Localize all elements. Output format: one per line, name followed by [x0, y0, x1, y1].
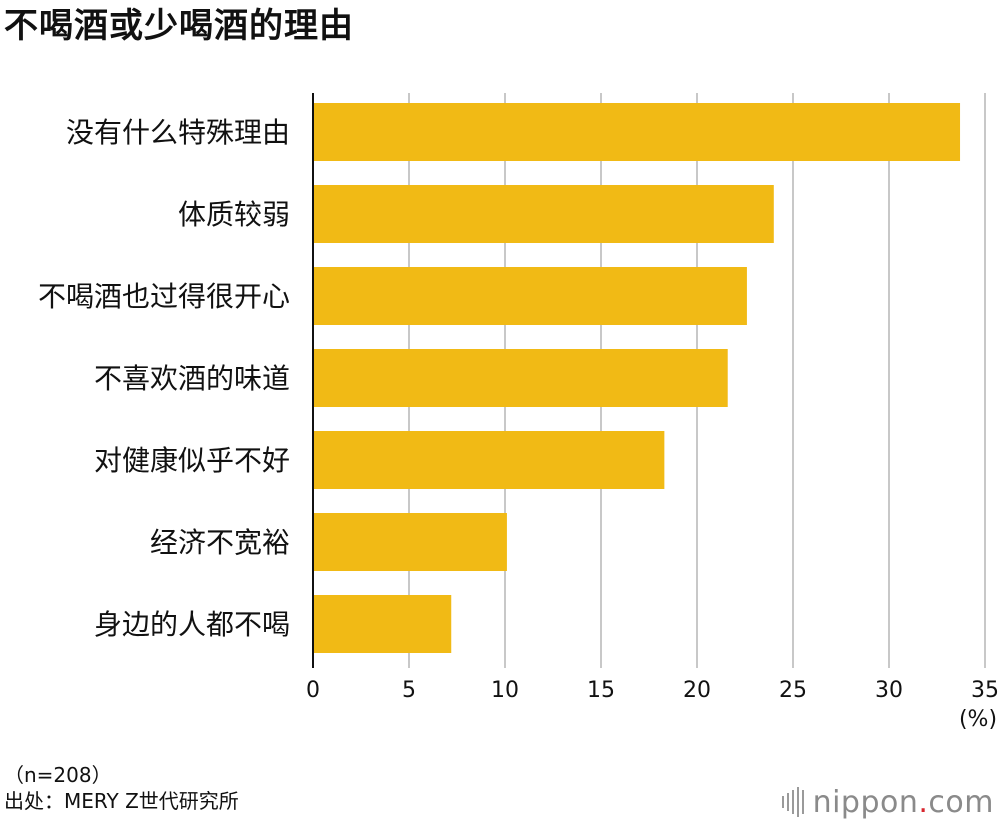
bars [313, 103, 961, 653]
x-tick-label: 10 [491, 678, 519, 703]
bar [313, 267, 747, 325]
category-label: 身边的人都不喝 [94, 608, 290, 641]
logo-dot: . [918, 784, 929, 820]
category-labels: 没有什么特殊理由体质较弱不喝酒也过得很开心不喜欢酒的味道对健康似乎不好经济不宽裕… [38, 116, 290, 641]
bar [313, 431, 665, 489]
x-tick-label: 20 [683, 678, 711, 703]
nippon-logo: nippon.com [781, 782, 994, 822]
x-tick-label: 30 [875, 678, 903, 703]
sample-size-note: （n=208） [4, 763, 112, 787]
bar [313, 513, 507, 571]
x-tick-label: 15 [587, 678, 615, 703]
x-unit-label: (%) [959, 707, 997, 732]
source-note: 出处：MERY Z世代研究所 [4, 789, 239, 813]
bar [313, 185, 774, 243]
category-label: 不喝酒也过得很开心 [38, 280, 290, 313]
bar [313, 103, 961, 161]
category-label: 体质较弱 [178, 198, 290, 231]
x-tick-label: 5 [402, 678, 416, 703]
category-label: 没有什么特殊理由 [66, 116, 290, 149]
bar [313, 349, 728, 407]
logo-suffix: com [928, 784, 994, 820]
logo-bars-icon [781, 787, 807, 817]
x-tick-labels: 0 5 10 15 20 25 30 35 [306, 678, 999, 703]
category-label: 不喜欢酒的味道 [94, 362, 290, 395]
category-label: 对健康似乎不好 [94, 444, 290, 477]
bar-chart: 没有什么特殊理由体质较弱不喝酒也过得很开心不喜欢酒的味道对健康似乎不好经济不宽裕… [38, 93, 999, 732]
x-tick-label: 25 [779, 678, 807, 703]
bar [313, 595, 452, 653]
chart-title: 不喝酒或少喝酒的理由 [4, 6, 354, 46]
x-tick-label: 35 [971, 678, 999, 703]
logo-name: nippon [812, 784, 919, 820]
x-tick-label: 0 [306, 678, 320, 703]
category-label: 经济不宽裕 [150, 526, 290, 559]
